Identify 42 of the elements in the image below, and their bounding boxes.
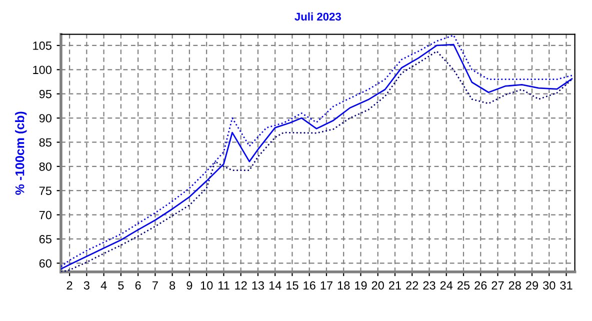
x-tick-label: 4 [100,281,107,290]
x-tick-label: 14 [269,281,282,290]
x-tick-label: 31 [560,281,572,290]
x-tick-label: 25 [458,281,470,290]
x-tick-label: 22 [406,281,418,290]
y-axis-title: % -100cm (cb) [15,112,27,195]
x-tick-label: 20 [372,281,384,290]
x-tick-label: 13 [252,281,264,290]
x-tick-label: 2 [66,281,72,290]
x-tick-label: 5 [118,281,124,290]
y-tick-label: 75 [39,186,52,196]
x-tick-label: 12 [235,281,247,290]
x-tick-label: 6 [135,281,141,290]
x-tick-label: 24 [440,281,453,290]
x-tick-label: 30 [543,281,556,290]
x-tick-label: 17 [320,281,332,290]
x-tick-label: 15 [286,281,298,290]
y-tick-label: 100 [33,66,52,74]
x-tick-label: 8 [170,281,176,290]
x-tick-label: 23 [423,281,436,290]
y-tick-label: 60 [39,259,52,268]
x-tick-label: 19 [355,281,367,290]
x-tick-label: 10 [200,281,213,290]
x-tick-label: 26 [474,281,487,290]
x-tick-label: 28 [508,281,521,290]
chart-title: Juli 2023 [294,12,341,21]
y-tick-label: 70 [39,210,52,220]
x-tick-label: 3 [84,281,90,290]
y-tick-label: 105 [33,42,52,50]
x-tick-label: 29 [526,281,538,290]
y-tick-label: 85 [39,138,52,147]
x-tick-label: 27 [492,281,504,290]
x-tick-label: 9 [186,281,192,290]
x-tick-label: 7 [152,281,158,290]
x-tick-label: 21 [389,281,401,290]
x-tick-label: 18 [338,281,350,290]
y-tick-label: 95 [39,90,52,98]
y-tick-label: 80 [39,162,52,171]
y-tick-label: 90 [39,114,52,122]
x-tick-label: 16 [304,281,316,290]
y-tick-label: 65 [39,235,52,244]
x-tick-label: 11 [218,281,230,290]
